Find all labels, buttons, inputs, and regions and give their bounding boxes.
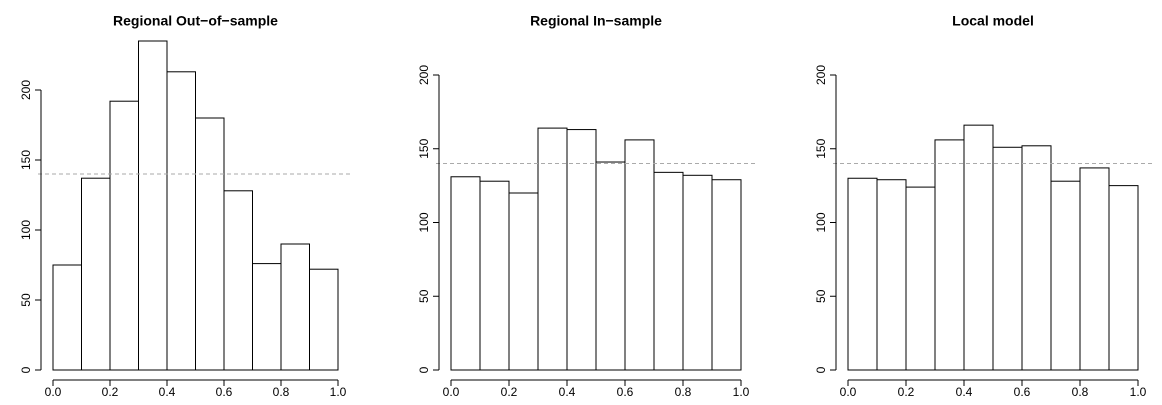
bar [905,186,936,371]
x-tick-label: 0.0 [45,385,62,399]
bar [81,177,111,371]
bar [566,129,597,371]
x-tick-label: 0.8 [273,385,290,399]
x-tick-label: 0.2 [898,385,915,399]
bar [682,174,713,371]
y-tick-label: 0 [19,366,33,373]
y-tick-label: 200 [814,65,828,85]
y-tick-label: 0 [417,366,431,373]
bar [479,180,510,371]
bar [847,177,878,371]
bar [1108,185,1139,371]
bar [876,179,907,371]
x-tick-label: 0.2 [102,385,119,399]
x-tick-label: 1.0 [1130,385,1147,399]
bar [1021,145,1052,371]
bar [252,263,282,371]
y-tick-label: 50 [814,289,828,303]
bar [109,100,139,371]
bar [1079,167,1110,371]
bar [280,243,310,371]
bar [934,139,965,371]
bar [1050,180,1081,371]
bar [963,124,994,371]
x-tick-label: 0.2 [501,385,518,399]
bar [653,171,684,371]
x-tick-label: 0.4 [159,385,176,399]
x-tick-label: 0.0 [840,385,857,399]
x-tick-label: 0.6 [617,385,634,399]
y-tick-label: 200 [19,80,33,100]
x-tick-label: 0.8 [1072,385,1089,399]
bar [166,71,196,371]
y-tick-label: 50 [19,293,33,307]
y-tick-label: 0 [814,366,828,373]
x-tick-label: 1.0 [330,385,347,399]
bar [138,40,168,371]
y-tick-label: 150 [417,138,431,158]
x-tick-label: 1.0 [733,385,750,399]
y-tick-label: 150 [814,138,828,158]
bar [195,117,225,371]
bar [992,146,1023,371]
y-tick-label: 200 [417,65,431,85]
bar [309,268,339,371]
bar [711,179,742,371]
bar [223,190,253,371]
x-tick-label: 0.6 [216,385,233,399]
bar [595,161,626,371]
y-tick-label: 100 [19,220,33,240]
bar [624,139,655,371]
x-tick-label: 0.8 [675,385,692,399]
x-tick-label: 0.4 [559,385,576,399]
chart-title: Regional In−sample [530,13,662,29]
x-tick-label: 0.6 [1014,385,1031,399]
y-tick-label: 100 [814,212,828,232]
x-tick-label: 0.4 [956,385,973,399]
bar [52,264,82,371]
x-tick-label: 0.0 [443,385,460,399]
bar [508,192,539,371]
chart-title: Local model [952,13,1034,29]
y-tick-label: 50 [417,289,431,303]
y-tick-label: 150 [19,150,33,170]
bar [450,176,481,371]
y-tick-label: 100 [417,212,431,232]
bar [537,127,568,371]
chart-title: Regional Out−of−sample [113,13,278,29]
